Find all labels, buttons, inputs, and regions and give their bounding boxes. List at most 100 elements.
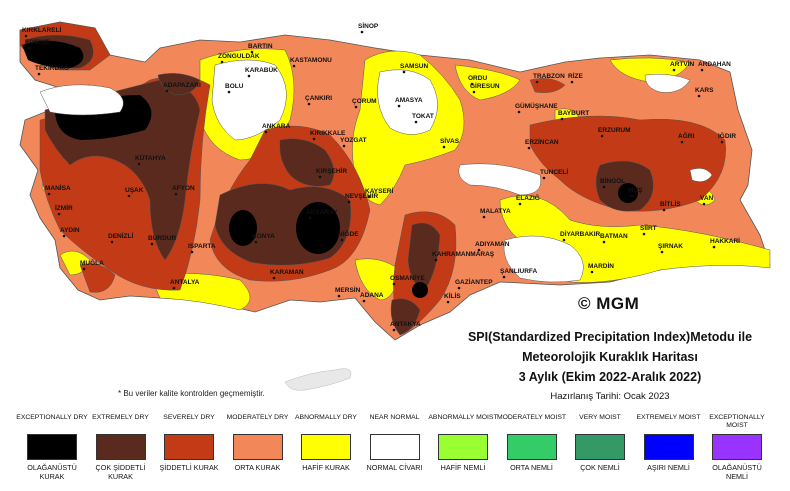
city-label: BİTLİS <box>660 200 681 208</box>
city-label: MARDİN <box>588 262 614 270</box>
city-dot <box>518 202 522 206</box>
city-label: ANTALYA <box>170 279 200 286</box>
city-dot <box>220 60 224 64</box>
city-label: YOZGAT <box>340 137 367 144</box>
legend-label-en: MODERATELY MOIST <box>496 414 567 421</box>
city-label: UŞAK <box>125 187 144 194</box>
legend-item: NEAR NORMAL NORMAL CİVARI <box>359 414 431 472</box>
city-dot <box>590 270 594 274</box>
city-label: ARDAHAN <box>698 61 731 68</box>
city-dot <box>250 50 254 54</box>
city-dot <box>354 105 358 109</box>
city-label: KASTAMONU <box>290 57 332 64</box>
city-dot <box>308 216 312 220</box>
city-dot <box>27 46 31 50</box>
legend-label-tr: HAFİF KURAK <box>302 463 350 472</box>
quality-note: * Bu veriler kalite kontrolden geçmemişt… <box>118 389 265 398</box>
city-label: KARS <box>695 87 714 94</box>
city-label: ERZURUM <box>598 127 631 134</box>
city-dot <box>662 208 666 212</box>
city-label: IĞDIR <box>718 131 736 140</box>
legend-label-tr: AŞIRI NEMLİ <box>647 463 690 472</box>
city-dot <box>347 200 351 204</box>
city-label: MUĞLA <box>80 258 104 267</box>
city-dot <box>700 68 704 72</box>
city-dot <box>457 286 461 290</box>
legend-label-en: MODERATELY DRY <box>226 414 289 421</box>
city-label: DENİZLİ <box>108 232 133 240</box>
city-labels: KIRKLARELİ EDİRNE TEKİRDAĞ SİNOP BARTIN ZONGU… <box>22 22 740 332</box>
legend-label-tr: ORTA KURAK <box>234 463 281 472</box>
legend-item: ABNORMALLY MOIST HAFİF NEMLİ <box>427 414 499 472</box>
city-dot <box>137 162 141 166</box>
city-label: KIRIKKALE <box>310 130 346 137</box>
legend-item: VERY MOIST ÇOK NEMLİ <box>564 414 636 472</box>
city-dot <box>174 192 178 196</box>
city-dot <box>570 80 574 84</box>
legend-label-tr: ORTA NEMLİ <box>510 463 553 472</box>
city-dot <box>47 192 51 196</box>
legend-label-tr: NORMAL CİVARI <box>366 463 423 472</box>
city-label: ARTVİN <box>670 60 695 68</box>
legend-item: EXTREMELY DRY ÇOK ŞİDDETLİ KURAK <box>85 414 157 481</box>
city-dot <box>150 242 154 246</box>
city-label: TEKİRDAĞ <box>35 63 69 72</box>
city-dot <box>720 140 724 144</box>
city-dot <box>254 240 258 244</box>
city-label: SAMSUN <box>400 63 428 70</box>
city-label: RİZE <box>568 72 583 80</box>
city-label: ADAPAZARI <box>163 82 201 89</box>
legend-swatch <box>575 434 625 460</box>
city-dot <box>307 102 311 106</box>
legend-swatch <box>438 434 488 460</box>
legend-label-en: EXTREMELY DRY <box>92 414 149 421</box>
legend-item: ABNORMALLY DRY HAFİF KURAK <box>290 414 362 472</box>
legend: EXCEPTIONALLY DRY OLAĞANÜSTÜ KURAK EXTREME… <box>0 414 790 491</box>
city-dot <box>312 137 316 141</box>
city-label: SİVAS <box>440 137 460 145</box>
city-label: ÇANKIRI <box>305 95 332 102</box>
city-label: NEVŞEHİR <box>345 192 379 200</box>
city-dot <box>264 130 268 134</box>
city-label: VAN <box>700 195 714 202</box>
legend-item: EXCEPTIONALLY DRY OLAĞANÜSTÜ KURAK <box>16 414 88 481</box>
turkey-map-svg: KIRKLARELİ EDİRNE TEKİRDAĞ SİNOP BARTIN ZONGU… <box>19 21 771 391</box>
city-label: TRABZON <box>533 73 565 80</box>
city-label: MUŞ <box>628 187 643 194</box>
cyprus-island <box>284 368 352 391</box>
city-label: MALATYA <box>480 208 511 215</box>
legend-label-en: EXCEPTIONALLY MOIST <box>709 414 765 429</box>
city-dot <box>24 34 28 38</box>
city-dot <box>272 276 276 280</box>
city-dot <box>602 240 606 244</box>
city-dot <box>392 328 396 332</box>
city-label: ERZİNCAN <box>525 138 559 146</box>
city-dot <box>367 195 371 199</box>
city-label: ORDU <box>468 75 487 82</box>
city-label: ŞIRNAK <box>658 243 683 250</box>
legend-label-en: VERY MOIST <box>579 414 621 421</box>
city-dot <box>680 140 684 144</box>
city-label: AĞRI <box>678 131 694 140</box>
city-dot <box>360 30 364 34</box>
city-dot <box>82 267 86 271</box>
city-label: BARTIN <box>248 43 273 50</box>
preparation-date: Hazırlanış Tarihi: Ocak 2023 <box>550 391 670 402</box>
city-dot <box>110 240 114 244</box>
city-dot <box>414 120 418 124</box>
city-label: ELAZIĞ <box>516 193 540 202</box>
city-label: MANİSA <box>45 184 71 192</box>
city-dot <box>397 104 401 108</box>
city-label: KIRŞEHİR <box>316 167 347 175</box>
drought-map: KIRKLARELİ EDİRNE TEKİRDAĞ SİNOP BARTIN ZONGU… <box>19 21 771 402</box>
legend-swatch <box>27 434 77 460</box>
legend-item: MODERATELY DRY ORTA KURAK <box>222 414 294 472</box>
city-label: TUNCELİ <box>540 168 568 176</box>
city-dot <box>602 185 606 189</box>
city-dot <box>402 70 406 74</box>
city-label: SİİRT <box>640 224 657 232</box>
city-dot <box>446 300 450 304</box>
city-dot <box>712 245 716 249</box>
legend-label-tr: HAFİF NEMLİ <box>440 463 486 472</box>
city-dot <box>442 145 446 149</box>
